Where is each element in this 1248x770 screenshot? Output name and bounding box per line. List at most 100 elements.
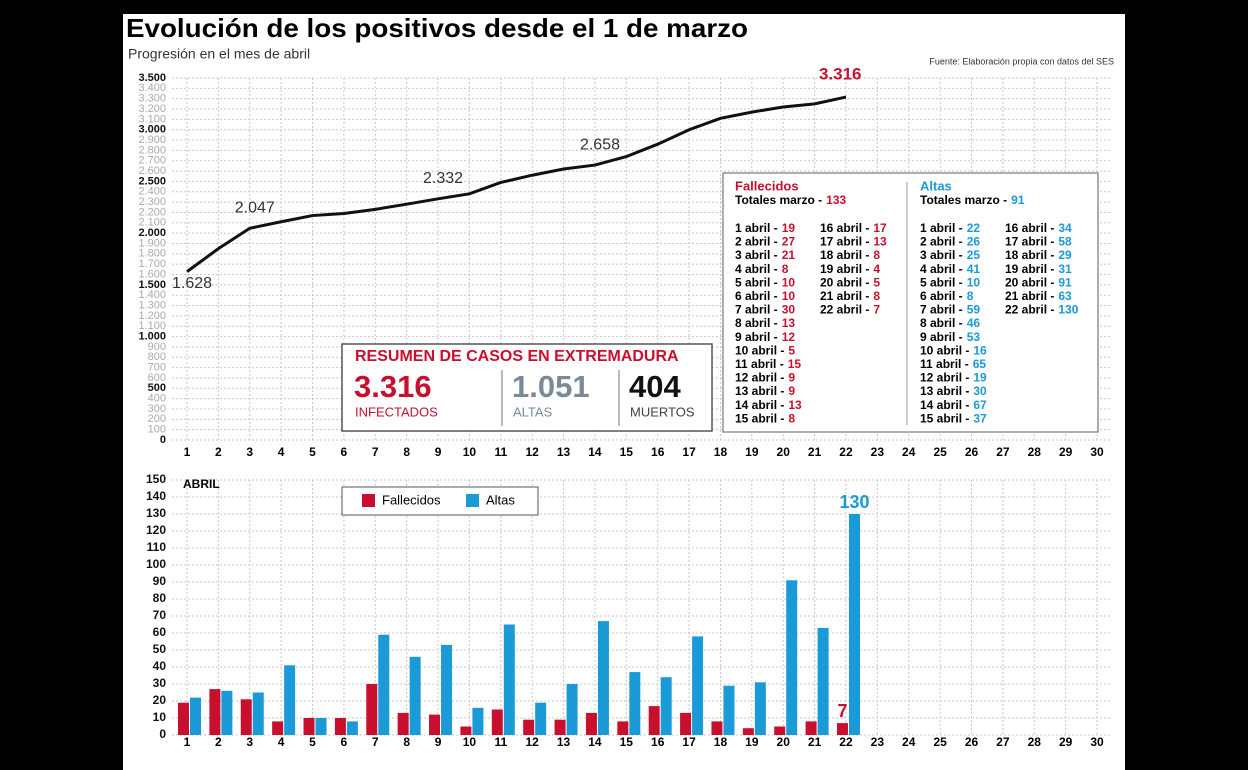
row-value: 130 [1058,303,1078,317]
data-label: 2.332 [423,170,463,187]
bar [680,712,692,735]
bar [554,719,566,735]
row-label: 16 abril - [820,221,869,235]
row-label: 20 abril - [1005,276,1054,290]
x-tick-label: 2 [215,445,222,459]
x-tick-label: 28 [1028,735,1042,749]
y-tick-label: 1.900 [138,237,166,249]
y-tick-label: 3.500 [138,72,166,84]
y-tick-label: 30 [153,676,167,690]
y-tick-label: 90 [153,574,167,588]
row-value: 8 [788,412,795,426]
y-tick-label: 300 [148,403,166,415]
table-row: 15 abril - 37 [920,412,987,426]
y-tick-label: 1.000 [138,330,166,342]
bar [786,580,798,735]
table-row: 5 abril - 10 [920,276,980,290]
row-value: 10 [782,289,796,303]
row-label: 5 abril - [735,276,778,290]
bar [711,721,723,735]
x-tick-label: 20 [777,445,791,459]
x-tick-label: 13 [557,735,571,749]
x-tick-label: 21 [808,735,822,749]
row-label: 12 abril - [920,371,969,385]
table-row: 3 abril - 21 [735,248,795,262]
table-row: 22 abril - 7 [820,303,880,317]
x-tick-label: 1 [184,735,191,749]
bar [585,712,597,735]
bar [346,721,358,735]
x-tick-label: 25 [933,445,947,459]
x-tick-label: 4 [278,735,285,749]
row-label: 1 abril - [735,221,778,235]
table-row: 19 abril - 31 [1005,262,1072,276]
table-row: 11 abril - 65 [920,357,986,371]
x-tick-label: 6 [341,735,348,749]
x-tick-label: 9 [435,735,442,749]
table-row: 6 abril - 10 [735,289,795,303]
subtitle: Progresión en el mes de abril [128,46,310,62]
table-row: 4 abril - 41 [920,262,980,276]
x-tick-label: 24 [902,735,916,749]
row-label: 9 abril - [920,330,963,344]
data-label: 1.628 [172,275,212,292]
y-tick-label: 50 [153,642,167,656]
x-tick-label: 18 [714,735,728,749]
row-label: 18 abril - [820,248,869,262]
row-label: 3 abril - [920,248,963,262]
y-tick-label: 800 [148,351,166,363]
totals-value: 91 [1011,193,1025,207]
table-row: 4 abril - 8 [735,262,789,276]
x-tick-label: 14 [588,445,602,459]
totals-label: Totales marzo - [920,193,1007,207]
table-row: 22 abril - 130 [1005,303,1079,317]
x-tick-label: 24 [902,445,916,459]
y-tick-label: 900 [148,341,166,353]
row-value: 53 [967,330,981,344]
summary-label: MUERTOS [630,404,695,419]
y-tick-label: 2.100 [138,217,166,229]
table-row: 12 abril - 9 [735,371,795,385]
summary-label: ALTAS [513,404,553,419]
x-tick-label: 27 [996,445,1010,459]
x-tick-label: 5 [309,445,316,459]
row-label: 15 abril - [920,412,969,426]
y-tick-label: 3.200 [138,103,166,115]
y-tick-label: 1.600 [138,268,166,280]
x-tick-label: 15 [620,735,634,749]
bar [366,684,378,735]
row-label: 4 abril - [735,262,778,276]
x-tick-label: 22 [839,735,853,749]
y-tick-label: 80 [153,591,167,605]
table-row: 3 abril - 25 [920,248,980,262]
x-tick-label: 27 [996,735,1010,749]
x-tick-label: 8 [403,735,410,749]
x-tick-label: 30 [1090,445,1104,459]
data-label: 2.658 [580,136,620,153]
x-tick-label: 12 [526,445,540,459]
row-label: 2 abril - [920,235,963,249]
x-tick-label: 16 [651,735,665,749]
table-totals: Totales marzo - 133 [735,193,846,207]
row-label: 14 abril - [735,398,784,412]
x-tick-label: 12 [526,735,540,749]
table-row: 17 abril - 58 [1005,235,1072,249]
x-tick-label: 13 [557,445,571,459]
row-label: 11 abril - [920,357,969,371]
y-tick-label: 3.400 [138,82,166,94]
row-label: 8 abril - [920,316,963,330]
summary-frame [341,343,713,432]
summary-box: RESUMEN DE CASOS EN EXTREMADURA 3.316 IN… [341,343,713,432]
row-value: 8 [782,262,789,276]
x-tick-label: 1 [184,445,191,459]
row-value: 8 [873,248,880,262]
x-tick-label: 17 [682,445,696,459]
bar [397,712,409,735]
x-tick-label: 26 [965,735,979,749]
row-value: 8 [873,289,880,303]
bar [303,718,315,735]
bar [252,692,264,735]
bar [491,709,503,735]
row-label: 17 abril - [1005,235,1054,249]
